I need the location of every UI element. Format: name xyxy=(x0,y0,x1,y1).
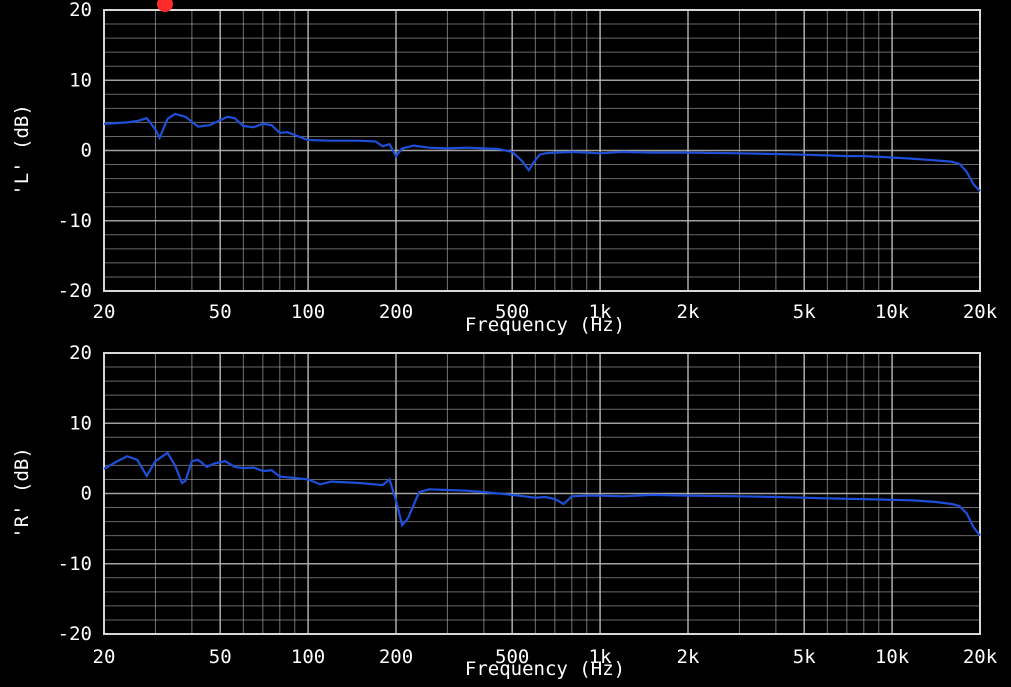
y-tick-label: -10 xyxy=(58,210,92,232)
x-tick-label: 20 xyxy=(93,301,116,323)
y-axis-title: 'L' (dB) xyxy=(11,104,33,196)
y-tick-label: 10 xyxy=(69,412,92,434)
x-tick-label: 1k xyxy=(589,301,612,323)
red-dot-marker[interactable] xyxy=(157,0,173,12)
x-tick-label: 2k xyxy=(677,646,700,668)
grid xyxy=(103,9,981,292)
series-line xyxy=(103,451,981,537)
x-tick-labels: 20 50 100 200 500 1k 2k 5k 10k 20k xyxy=(93,301,998,323)
x-tick-label: 20k xyxy=(963,646,998,668)
plot-frame xyxy=(103,352,981,635)
x-tick-label: 100 xyxy=(291,301,325,323)
x-tick-label: 5k xyxy=(793,301,816,323)
x-tick-label: 50 xyxy=(209,301,232,323)
series-line xyxy=(103,112,981,192)
y-tick-label: -20 xyxy=(58,280,92,302)
plot-frame xyxy=(103,9,981,292)
x-tick-label: 10k xyxy=(875,646,910,668)
x-tick-label: 50 xyxy=(209,646,232,668)
x-axis-title: Frequency (Hz) xyxy=(465,314,625,336)
y-tick-label: 0 xyxy=(81,483,92,505)
x-tick-labels: 20 50 100 200 500 1k 2k 5k 10k 20k xyxy=(93,646,998,668)
x-tick-label: 100 xyxy=(291,646,325,668)
y-tick-label: 20 xyxy=(69,342,92,364)
y-tick-label: 0 xyxy=(81,140,92,162)
x-axis-title: Frequency (Hz) xyxy=(465,658,625,680)
y-tick-label: -10 xyxy=(58,553,92,575)
x-tick-label: 500 xyxy=(495,646,529,668)
x-tick-label: 200 xyxy=(379,646,413,668)
grid xyxy=(103,352,981,635)
x-tick-label: 200 xyxy=(379,301,413,323)
x-tick-label: 500 xyxy=(495,301,529,323)
x-tick-label: 2k xyxy=(677,301,700,323)
y-tick-label: -20 xyxy=(58,623,92,645)
x-tick-label: 1k xyxy=(589,646,612,668)
y-axis-title: 'R' (dB) xyxy=(11,447,33,539)
y-tick-label: 20 xyxy=(69,0,92,21)
x-tick-label: 20 xyxy=(93,646,116,668)
x-tick-label: 10k xyxy=(875,301,910,323)
x-tick-label: 20k xyxy=(963,301,998,323)
y-tick-labels: 20 10 0 -10 -20 xyxy=(58,0,92,302)
y-tick-labels: 20 10 0 -10 -20 xyxy=(58,342,92,645)
y-tick-label: 10 xyxy=(69,69,92,91)
x-tick-label: 5k xyxy=(793,646,816,668)
